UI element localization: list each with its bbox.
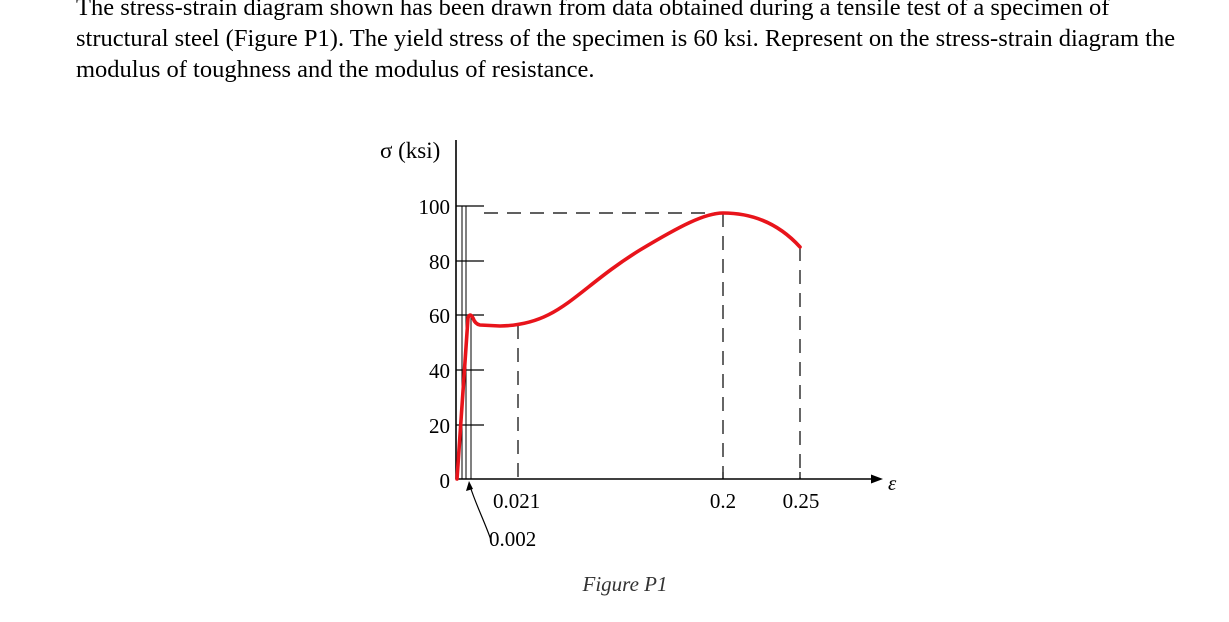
y-tick-label-20: 20 (429, 414, 450, 438)
pointer-0.002-arrowhead (466, 481, 473, 491)
problem-statement: The stress-strain diagram shown has been… (76, 0, 1176, 83)
y-tick-label-80: 80 (429, 250, 450, 274)
x-axis-label: ε (888, 471, 897, 495)
y-tick-label-60: 60 (429, 304, 450, 328)
pointer-0.002 (469, 485, 492, 541)
x-label-0.002: 0.002 (489, 527, 536, 551)
x-axis-arrowhead (871, 474, 883, 484)
y-tick-label-40: 40 (429, 359, 450, 383)
y-tick-label-100: 100 (419, 195, 451, 219)
x-label-0.021: 0.021 (493, 489, 540, 513)
y-tick-label-0: 0 (440, 469, 451, 493)
stress-strain-curve (455, 211, 802, 481)
x-label-0.25: 0.25 (783, 489, 820, 513)
figure-caption: Figure P1 (582, 572, 668, 596)
y-axis-label: σ (ksi) (380, 138, 440, 163)
x-label-0.2: 0.2 (710, 489, 736, 513)
